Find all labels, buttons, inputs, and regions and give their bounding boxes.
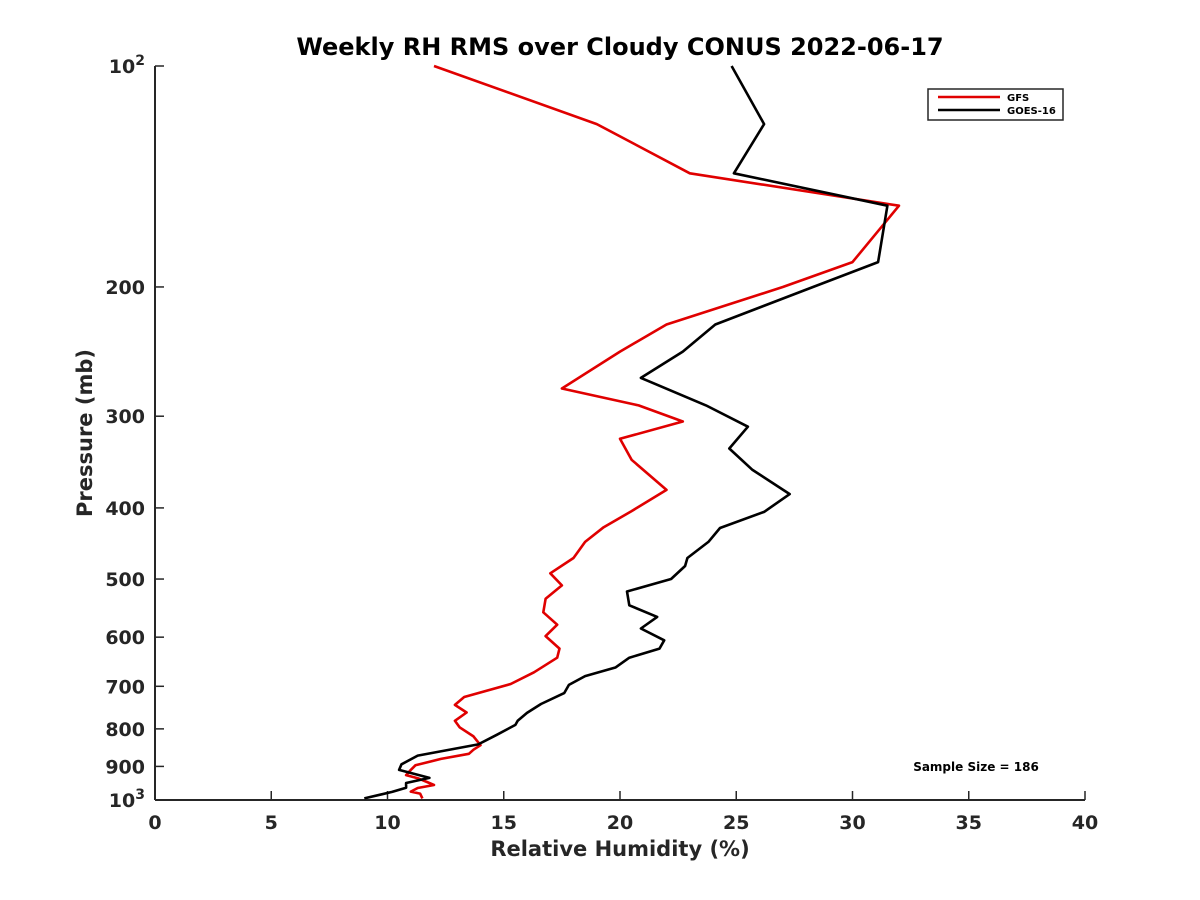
y-tick-label-exponent: 3 <box>135 787 145 803</box>
legend-label-gfs: GFS <box>1007 93 1029 104</box>
y-tick-label: 600 <box>105 627 145 649</box>
y-tick-label: 700 <box>105 676 145 698</box>
series-line-goes16 <box>364 65 889 800</box>
y-tick-label-exponent: 2 <box>135 53 145 69</box>
y-tick-label-power: 102 <box>109 53 145 78</box>
x-tick-label: 20 <box>607 812 633 834</box>
y-tick-label: 200 <box>105 277 145 299</box>
legend-label-goes16: GOES-16 <box>1007 106 1056 117</box>
x-axis-label: Relative Humidity (%) <box>490 837 749 861</box>
y-tick-label: 900 <box>105 756 145 778</box>
x-tick-label: 15 <box>491 812 517 834</box>
x-tick-label: 30 <box>839 812 865 834</box>
y-tick-label-base: 10 <box>109 790 135 812</box>
series-line-gfs <box>404 64 901 799</box>
x-tick-label: 40 <box>1072 812 1098 834</box>
x-tick-label: 35 <box>956 812 982 834</box>
y-tick-label: 300 <box>105 406 145 428</box>
chart-title: Weekly RH RMS over Cloudy CONUS 2022-06-… <box>296 33 943 61</box>
y-tick-label: 500 <box>105 569 145 591</box>
x-axis-ticks: 0 5 10 15 20 25 30 35 40 <box>148 791 1098 834</box>
legend-box <box>927 88 1064 121</box>
x-tick-label: 0 <box>148 812 161 834</box>
legend: GFS GOES-16 <box>927 88 1064 121</box>
y-tick-label: 800 <box>105 719 145 741</box>
y-tick-label: 400 <box>105 498 145 520</box>
series-lines <box>364 64 901 800</box>
y-tick-label-base: 10 <box>109 56 135 78</box>
x-tick-label: 10 <box>374 812 400 834</box>
x-tick-label: 25 <box>723 812 749 834</box>
x-tick-label: 5 <box>265 812 278 834</box>
y-axis-label: Pressure (mb) <box>73 349 97 517</box>
sample-size-annotation: Sample Size = 186 <box>913 760 1039 774</box>
y-tick-label-power: 103 <box>109 787 145 812</box>
